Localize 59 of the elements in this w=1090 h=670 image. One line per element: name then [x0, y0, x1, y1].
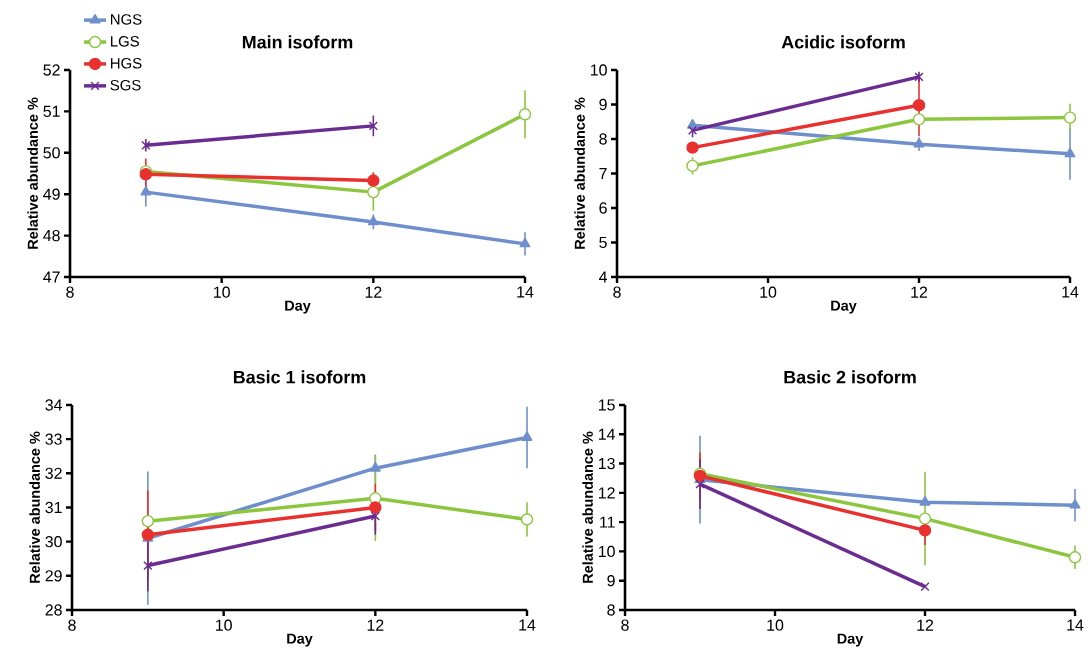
y-tick-label: 13: [598, 457, 615, 470]
x-tick-label: 12: [365, 286, 382, 298]
x-tick-label: 14: [519, 619, 536, 631]
x-tick-label: 14: [517, 286, 534, 298]
x-tick-label: 10: [767, 619, 784, 631]
y-tick-label: 11: [600, 516, 615, 528]
y-tick-label: 15: [598, 399, 615, 411]
y-tick-label: 50: [43, 147, 60, 159]
x-tick-label: 8: [68, 619, 76, 631]
y-tick-label: 32: [45, 467, 62, 479]
y-axis-title: Relative abundance %: [582, 431, 593, 583]
x-tick-label: 10: [760, 286, 777, 298]
y-tick-label: 6: [599, 202, 607, 214]
y-tick-label: 51: [43, 105, 60, 117]
x-tick-label: 14: [1062, 286, 1079, 298]
y-tick-label: 8: [607, 604, 615, 616]
chart-title: Basic 1 isoform: [233, 370, 366, 384]
y-tick-label: 9: [607, 575, 615, 587]
y-tick-label: 28: [45, 604, 62, 616]
y-tick-label: 7: [599, 168, 607, 179]
y-tick-label: 14: [598, 428, 616, 440]
y-tick-label: 5: [599, 236, 607, 249]
x-tick-label: 10: [214, 286, 230, 298]
y-tick-label: 52: [43, 64, 60, 76]
y-axis-title: Relative abundance %: [574, 97, 585, 249]
y-tick-label: 47: [43, 271, 60, 283]
y-tick-label: 10: [590, 64, 607, 76]
legend-label: NGS: [111, 14, 142, 25]
y-tick-label: 12: [598, 487, 615, 499]
y-tick-label: 30: [45, 536, 62, 548]
y-tick-label: 31: [45, 501, 62, 514]
y-tick-label: 29: [45, 570, 62, 582]
x-tick-label: 12: [917, 619, 934, 631]
x-tick-label: 10: [216, 619, 232, 631]
x-axis-title: Day: [285, 300, 311, 314]
x-tick-label: 14: [1067, 619, 1084, 631]
y-tick-label: 8: [599, 133, 607, 145]
y-axis-title: Relative abundance %: [29, 431, 40, 583]
y-axis-title: Relative abundance %: [27, 97, 38, 249]
chart-title: Main isoform: [242, 35, 353, 49]
y-tick-label: 49: [43, 188, 60, 200]
x-axis-title: Day: [287, 633, 313, 647]
x-axis-title: Day: [831, 300, 857, 314]
y-tick-label: 10: [598, 545, 615, 558]
legend-label: HGS: [111, 57, 142, 69]
y-tick-label: 33: [45, 433, 62, 445]
chart-title: Acidic isoform: [781, 35, 905, 49]
x-tick-label: 8: [66, 286, 74, 298]
y-tick-label: 48: [43, 229, 60, 242]
y-tick-label: 9: [599, 98, 607, 111]
x-tick-label: 8: [621, 619, 629, 631]
y-tick-label: 4: [598, 271, 608, 283]
y-tick-label: 34: [45, 399, 63, 411]
chart-title: Basic 2 isoform: [784, 370, 916, 384]
legend-label: SGS: [110, 79, 141, 91]
x-axis-title: Day: [837, 633, 864, 647]
x-tick-label: 12: [367, 619, 384, 631]
x-tick-label: 12: [911, 286, 928, 298]
legend-label: LGS: [111, 36, 139, 47]
